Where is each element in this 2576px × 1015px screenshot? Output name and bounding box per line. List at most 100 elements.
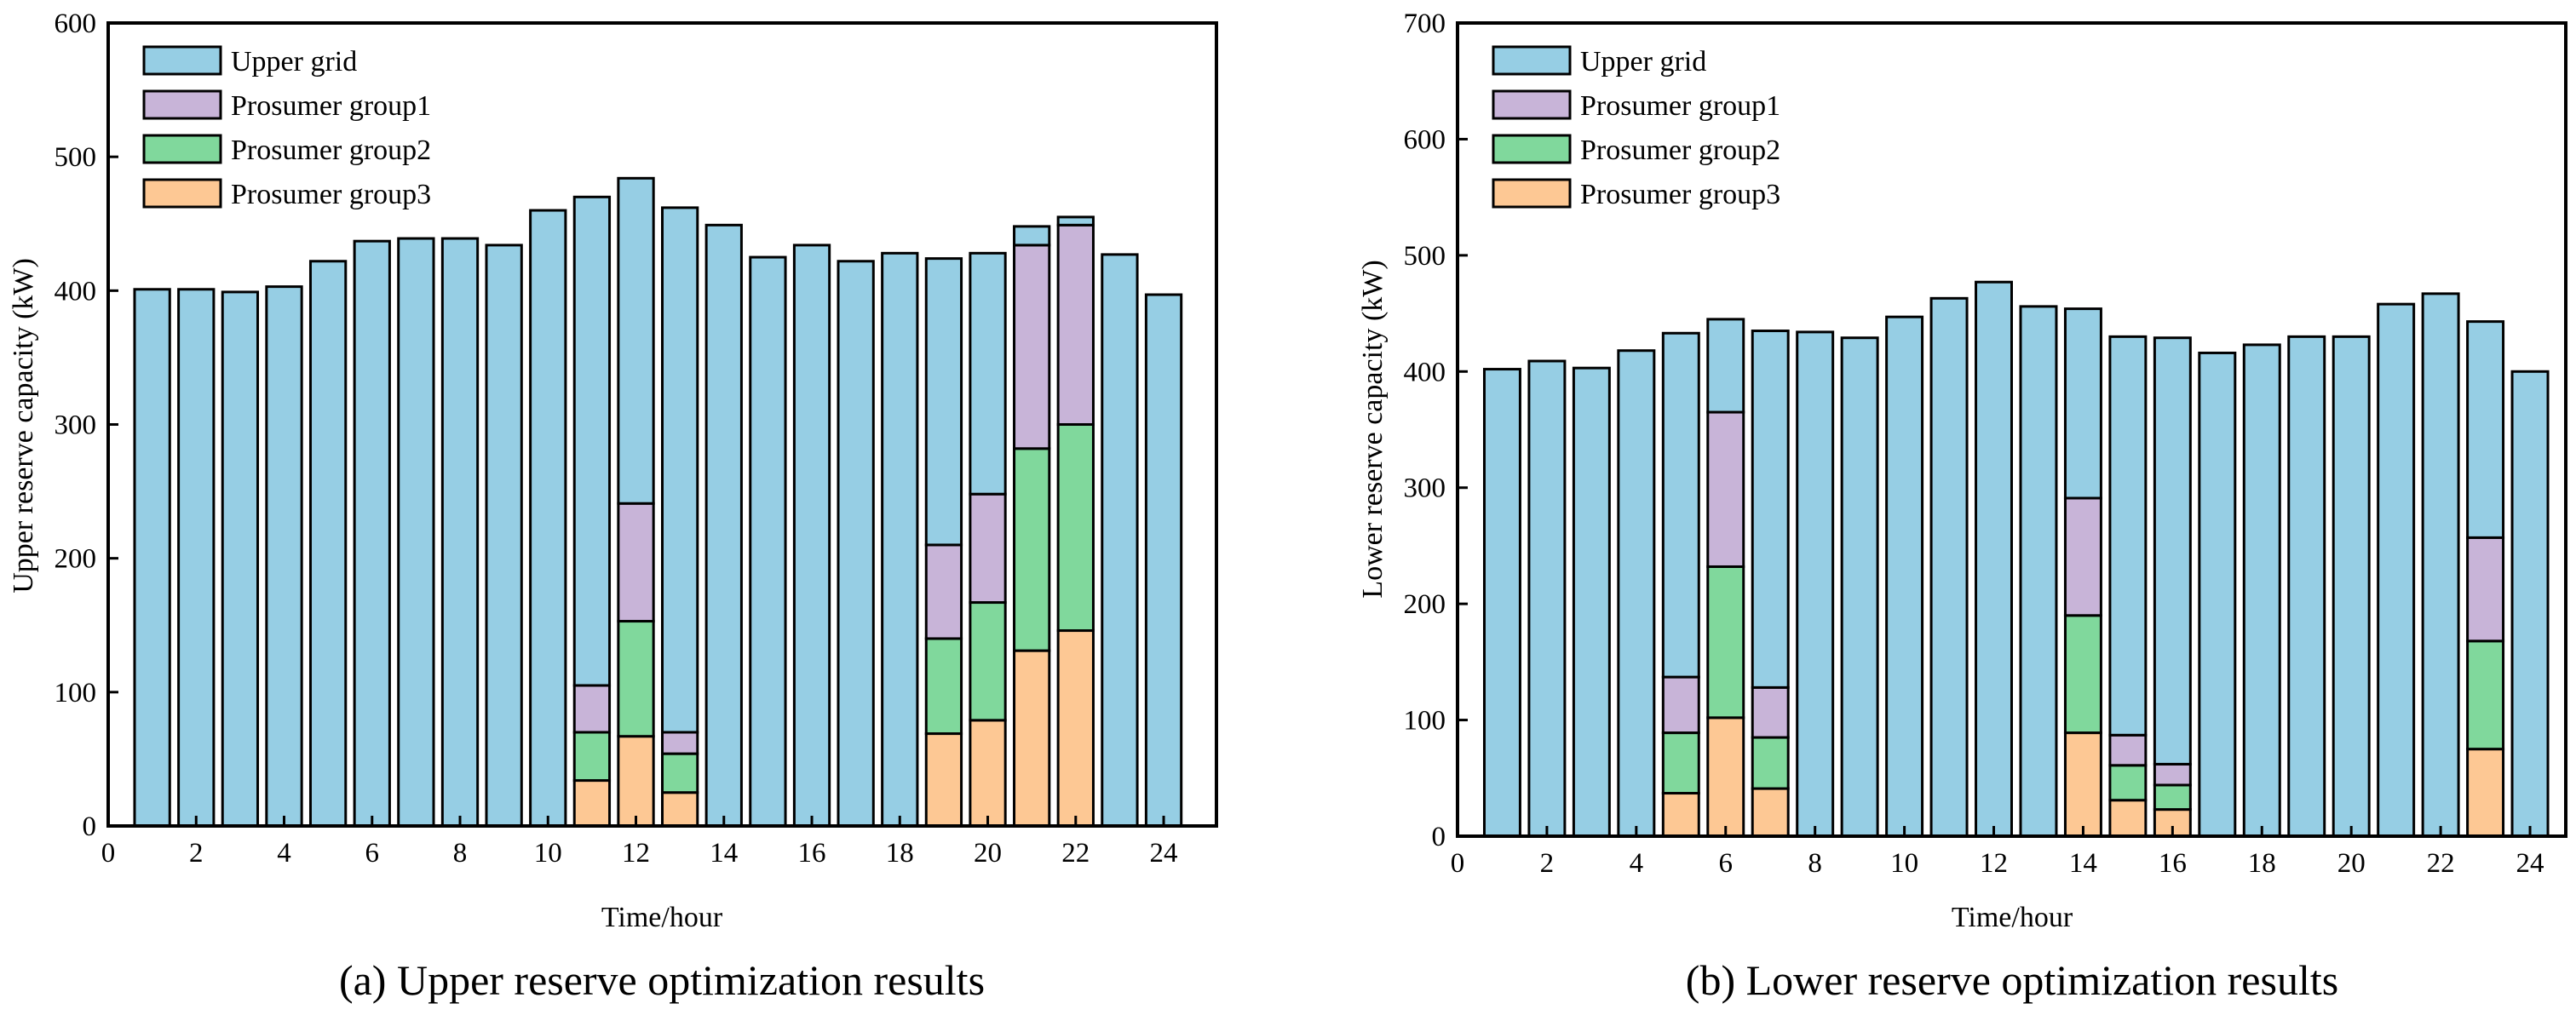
x-tick-label: 20 (2337, 848, 2366, 879)
bar-prosumer-group2-hour-6 (1706, 565, 1745, 720)
bar-upper-grid-hour-17 (837, 260, 875, 828)
x-axis-label: Time/hour (1952, 902, 2073, 933)
y-tick-label: 300 (1404, 473, 1446, 504)
x-tick-label: 0 (101, 838, 116, 869)
x-tick-label: 18 (2248, 848, 2276, 879)
bar-upper-grid-hour-7 (1751, 330, 1790, 689)
bar-upper-grid-hour-13 (2019, 305, 2058, 838)
bar-upper-grid-hour-13 (661, 206, 699, 734)
bar-upper-grid-hour-5 (308, 260, 348, 828)
x-tick-label: 6 (365, 838, 380, 869)
bar-prosumer-group2-hour-23 (2466, 639, 2505, 751)
bar-upper-grid-hour-9 (485, 244, 523, 828)
legend-swatch-prosumer-group3 (1492, 178, 1572, 209)
x-tick-label: 10 (1890, 848, 1918, 879)
y-axis-label: Lower reserve capacity (kW) (1357, 260, 1389, 598)
legend-label: Prosumer group1 (1580, 90, 1780, 122)
bar-upper-grid-hour-21 (2377, 302, 2416, 838)
x-tick-label: 20 (974, 838, 1002, 869)
bar-upper-grid-hour-22 (1056, 215, 1095, 227)
bar-upper-grid-hour-19 (2287, 335, 2326, 838)
bar-upper-grid-hour-5 (1661, 331, 1700, 679)
x-tick-label: 14 (2069, 848, 2097, 879)
x-tick-label: 6 (1719, 848, 1734, 879)
bar-upper-grid-hour-16 (792, 244, 831, 828)
bar-upper-grid-hour-12 (617, 176, 655, 505)
bar-upper-grid-hour-10 (529, 209, 567, 828)
bar-prosumer-group3-hour-14 (2063, 731, 2102, 838)
bar-upper-grid-hour-19 (924, 257, 963, 547)
bar-upper-grid-hour-23 (2466, 320, 2505, 539)
legend-label: Upper grid (1580, 46, 1706, 77)
bar-upper-grid-hour-4 (1617, 349, 1656, 838)
y-tick-label: 100 (55, 678, 97, 708)
bar-prosumer-group2-hour-13 (661, 752, 699, 794)
bar-prosumer-group2-hour-20 (969, 601, 1007, 722)
bar-prosumer-group3-hour-23 (2466, 748, 2505, 838)
bar-prosumer-group1-hour-22 (1056, 223, 1095, 426)
legend-label: Prosumer group3 (1580, 179, 1780, 210)
legend-swatch-upper-grid (1492, 45, 1572, 76)
bar-prosumer-group3-hour-20 (969, 719, 1007, 828)
bar-prosumer-group2-hour-12 (617, 620, 655, 738)
bar-upper-grid-hour-15 (2108, 335, 2148, 737)
bar-prosumer-group3-hour-5 (1661, 792, 1700, 838)
x-tick-label: 24 (2516, 848, 2544, 879)
x-tick-label: 22 (1061, 838, 1090, 869)
bar-prosumer-group3-hour-22 (1056, 629, 1095, 828)
bar-prosumer-group1-hour-20 (969, 492, 1007, 605)
y-tick-label: 400 (1404, 357, 1446, 387)
bar-prosumer-group1-hour-12 (617, 502, 655, 623)
x-tick-label: 18 (886, 838, 914, 869)
bar-prosumer-group1-hour-15 (2108, 733, 2148, 767)
bar-prosumer-group1-hour-7 (1751, 685, 1790, 739)
bar-prosumer-group2-hour-21 (1013, 447, 1051, 652)
y-tick-label: 200 (55, 544, 97, 575)
bar-upper-grid-hour-16 (2153, 336, 2192, 766)
bar-upper-grid-hour-20 (2332, 335, 2371, 838)
bar-upper-grid-hour-11 (572, 195, 612, 687)
bar-upper-grid-hour-7 (397, 237, 435, 828)
bar-upper-grid-hour-18 (881, 251, 919, 828)
bar-upper-grid-hour-2 (177, 288, 216, 828)
y-tick-label: 300 (55, 410, 97, 441)
chart-caption: (a) Upper reserve optimization results (339, 956, 985, 1004)
bar-prosumer-group2-hour-5 (1661, 731, 1700, 795)
x-tick-label: 14 (710, 838, 738, 869)
bar-upper-grid-hour-12 (1975, 280, 2013, 838)
bar-upper-grid-hour-21 (1013, 225, 1051, 247)
bar-prosumer-group3-hour-11 (572, 779, 612, 828)
legend-swatch-prosumer-group2 (1492, 134, 1572, 164)
chart-lower-reserve: (b) Lower reserve optimization results T… (1357, 9, 2567, 1004)
bar-upper-grid-hour-20 (969, 251, 1007, 496)
legend-label: Prosumer group1 (231, 90, 431, 122)
legend-label: Prosumer group2 (231, 135, 431, 166)
bar-prosumer-group3-hour-6 (1706, 716, 1745, 838)
bar-upper-grid-hour-14 (2063, 307, 2102, 500)
bar-upper-grid-hour-6 (1706, 318, 1745, 414)
bar-upper-grid-hour-3 (1572, 366, 1611, 838)
y-tick-label: 0 (83, 811, 97, 842)
bar-prosumer-group1-hour-11 (572, 684, 612, 734)
bar-upper-grid-hour-18 (2242, 343, 2281, 838)
bar-upper-grid-hour-8 (440, 237, 480, 828)
bar-upper-grid-hour-14 (704, 223, 743, 828)
x-tick-label: 16 (798, 838, 826, 869)
bar-prosumer-group3-hour-13 (661, 791, 699, 828)
bar-prosumer-group3-hour-15 (2108, 799, 2148, 838)
bar-upper-grid-hour-9 (1840, 336, 1879, 838)
chart-upper-reserve: (a) Upper reserve optimization results T… (8, 9, 1218, 1004)
bar-prosumer-group1-hour-23 (2466, 536, 2505, 643)
x-tick-label: 8 (453, 838, 468, 869)
bar-prosumer-group2-hour-19 (924, 637, 963, 736)
bar-prosumer-group2-hour-16 (2153, 783, 2192, 811)
x-tick-label: 2 (1540, 848, 1555, 879)
bar-prosumer-group3-hour-7 (1751, 787, 1790, 838)
bar-upper-grid-hour-2 (1527, 359, 1567, 838)
bar-prosumer-group1-hour-14 (2063, 496, 2102, 617)
y-tick-label: 700 (1404, 9, 1446, 39)
bar-prosumer-group1-hour-5 (1661, 675, 1700, 735)
bar-upper-grid-hour-17 (2198, 351, 2237, 838)
bar-prosumer-group2-hour-14 (2063, 614, 2102, 735)
